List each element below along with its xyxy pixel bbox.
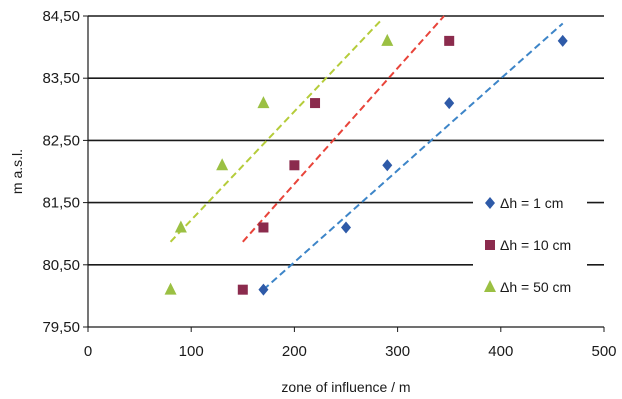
- point-series-3: [164, 282, 177, 295]
- x-tick-label: 200: [282, 343, 307, 360]
- legend-marker: [484, 280, 496, 292]
- point-series-1: [444, 97, 455, 110]
- x-tick-label: 400: [488, 343, 513, 360]
- x-tick-label: 100: [179, 343, 204, 360]
- trendline-series-2: [242, 15, 445, 243]
- point-series-1: [258, 283, 269, 296]
- point-series-2: [310, 98, 321, 109]
- data-points: [164, 33, 568, 296]
- point-series-2: [237, 284, 248, 295]
- legend-label: Δh = 1 cm: [500, 195, 563, 211]
- point-series-2: [444, 35, 455, 46]
- point-series-1: [382, 159, 393, 172]
- legend-label: Δh = 10 cm: [500, 237, 571, 253]
- legend-marker: [485, 197, 495, 209]
- y-tick-label: 80,50: [42, 257, 80, 274]
- point-series-2: [258, 222, 269, 233]
- x-tick-label: 500: [591, 343, 616, 360]
- point-series-1: [557, 34, 568, 47]
- point-series-1: [341, 221, 351, 234]
- x-tick-label: 300: [385, 343, 410, 360]
- y-tick-label: 84,50: [42, 8, 80, 25]
- axes: 79,50 80,50 81,50 82,50 83,50 84,50 0 100 200 300…: [42, 8, 616, 360]
- trendline-series-1: [262, 22, 564, 291]
- trendline-series-3: [169, 18, 383, 243]
- trendlines: [169, 15, 564, 291]
- point-series-3: [381, 33, 394, 46]
- legend: Δh = 1 cm Δh = 10 cm Δh = 50 cm: [473, 186, 587, 304]
- y-tick-label: 79,50: [42, 319, 80, 336]
- point-series-3: [216, 158, 229, 171]
- point-series-3: [174, 220, 187, 233]
- y-tick-label: 83,50: [42, 70, 80, 87]
- x-tick-label: 0: [84, 343, 92, 360]
- legend-label: Δh = 50 cm: [500, 279, 571, 295]
- x-axis-label: zone of influence / m: [281, 379, 410, 395]
- point-series-3: [257, 96, 270, 109]
- y-tick-label: 82,50: [42, 132, 80, 149]
- point-series-2: [289, 160, 300, 171]
- y-tick-label: 81,50: [42, 195, 80, 212]
- y-axis-label: m a.s.l.: [9, 149, 25, 194]
- legend-marker: [485, 240, 495, 250]
